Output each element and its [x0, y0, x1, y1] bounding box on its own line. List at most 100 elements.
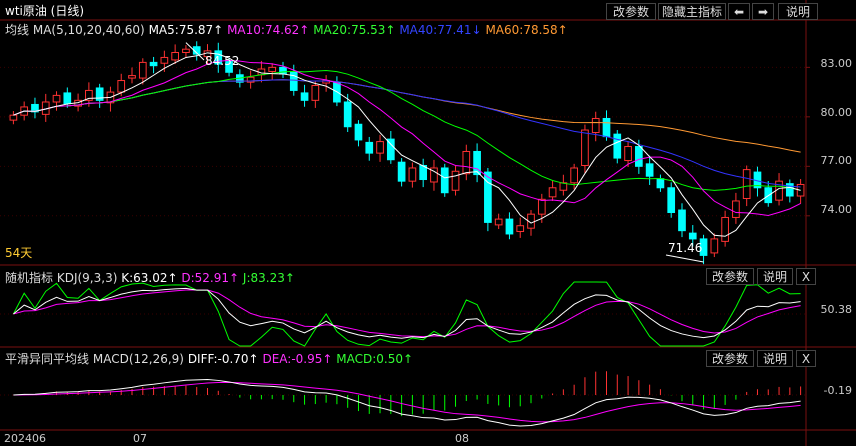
macd-diff-line: [13, 379, 801, 427]
candle-body: [710, 238, 719, 254]
candle-body: [591, 117, 600, 134]
date-label: 202406: [4, 432, 46, 445]
candle-body: [214, 50, 223, 65]
candle-body: [85, 89, 93, 101]
candle-body: [484, 171, 492, 223]
candle-body: [732, 200, 740, 218]
ma10-line: [13, 59, 801, 216]
candle-body: [602, 117, 611, 138]
macd-value: MACD:0.50↑: [336, 352, 414, 366]
candle-body: [494, 218, 503, 226]
candle-body: [742, 169, 751, 199]
ma-legend: 均线 MA(5,10,20,40,60) MA5:75.87↑ MA10:74.…: [5, 21, 568, 38]
candle-body: [354, 123, 363, 141]
kdj-k-line: [13, 287, 801, 339]
date-label: 08: [455, 432, 469, 445]
candle-body: [570, 167, 578, 184]
candle-body: [624, 146, 632, 162]
ma-legend-name: 均线: [5, 23, 30, 37]
kdj-legend: 随机指标 KDJ(9,3,3) K:63.02↑ D:52.91↑ J:83.2…: [5, 269, 295, 286]
ma40-value: MA40:77.41↓: [399, 23, 482, 37]
candle-body: [537, 198, 546, 215]
candle-body: [171, 51, 179, 61]
price-axis-label: 77.00: [820, 154, 853, 167]
macd-dea-value: DEA:-0.95↑: [262, 352, 333, 366]
candle-body: [128, 75, 136, 79]
window-title: wti原油 (日线): [5, 4, 85, 18]
candle-body: [160, 56, 169, 64]
candle-body: [688, 232, 697, 240]
candle-body: [505, 218, 514, 235]
candle-body: [376, 141, 384, 154]
kdj-j-value: J:83.23↑: [242, 271, 295, 285]
candle-body: [52, 94, 61, 103]
kdj-name: 随机指标: [5, 271, 54, 285]
candle-body: [548, 187, 557, 198]
candle-body: [268, 66, 277, 72]
high-marker-leader: [185, 42, 205, 61]
kdj-axis-label: 50.38: [820, 303, 853, 316]
candle-body: [31, 103, 39, 113]
candle-body: [645, 163, 654, 177]
candle-body: [635, 146, 643, 167]
candle-body: [9, 114, 18, 121]
macd-dea-line: [13, 381, 801, 423]
ma-legend-params: MA(5,10,20,40,60): [32, 23, 145, 37]
candle-body: [408, 167, 417, 182]
candle-body: [365, 141, 374, 154]
candle-body: [678, 209, 686, 232]
candle-body: [63, 92, 72, 105]
candle-body: [451, 170, 460, 191]
candle-body: [386, 138, 395, 161]
kdj-close-icon[interactable]: X: [796, 268, 816, 285]
arrow-left-icon[interactable]: ⬅: [728, 3, 750, 20]
macd-help-button[interactable]: 说明: [757, 350, 793, 367]
macd-close-icon[interactable]: X: [796, 350, 816, 367]
candle-body: [246, 76, 255, 83]
ma20-value: MA20:75.53↑: [313, 23, 396, 37]
candle-body: [656, 178, 665, 189]
candle-body: [667, 187, 676, 214]
candle-body: [225, 61, 233, 73]
ma10-value: MA10:74.62↑: [227, 23, 310, 37]
kdj-params-button[interactable]: 改参数: [706, 268, 754, 285]
candle-body: [149, 61, 158, 67]
candle-body: [289, 70, 298, 91]
kdj-k-value: K:63.02↑: [121, 271, 178, 285]
price-axis-label: 74.00: [820, 203, 853, 216]
params-button[interactable]: 改参数: [606, 3, 656, 20]
price-axis-label: 80.00: [820, 106, 853, 119]
kdj-help-button[interactable]: 说明: [757, 268, 793, 285]
candle-body: [785, 183, 794, 197]
macd-params: MACD(12,26,9): [92, 352, 184, 366]
macd-params-button[interactable]: 改参数: [706, 350, 754, 367]
ma60-line: [13, 79, 801, 153]
candle-body: [397, 161, 406, 182]
macd-name: 平滑异同平均线: [5, 352, 90, 366]
kdj-j-line: [12, 281, 801, 347]
candle-body: [613, 133, 622, 159]
candle-body: [300, 92, 309, 101]
candle-body: [95, 87, 104, 101]
candle-body: [581, 129, 589, 166]
candle-body: [279, 66, 287, 75]
candle-body: [182, 48, 190, 53]
candle-body: [430, 167, 438, 183]
candle-body: [333, 82, 341, 103]
macd-legend: 平滑异同平均线 MACD(12,26,9) DIFF:-0.70↑ DEA:-0…: [5, 350, 413, 367]
period-days-label: 54天: [5, 246, 33, 260]
help-button[interactable]: 说明: [778, 3, 818, 20]
macd-axis-label: -0.19: [823, 384, 852, 397]
candle-body: [117, 80, 126, 93]
ma5-value: MA5:75.87↑: [148, 23, 224, 37]
hide-indicator-button[interactable]: 隐藏主指标: [658, 3, 726, 20]
arrow-right-icon[interactable]: ➡: [752, 3, 774, 20]
kdj-d-line: [13, 289, 801, 338]
low-marker-leader: [665, 254, 704, 263]
candle-body: [311, 84, 320, 101]
high-price-label: 84.52: [205, 54, 240, 68]
date-label: 07: [133, 432, 147, 445]
price-axis-label: 83.00: [820, 57, 853, 70]
